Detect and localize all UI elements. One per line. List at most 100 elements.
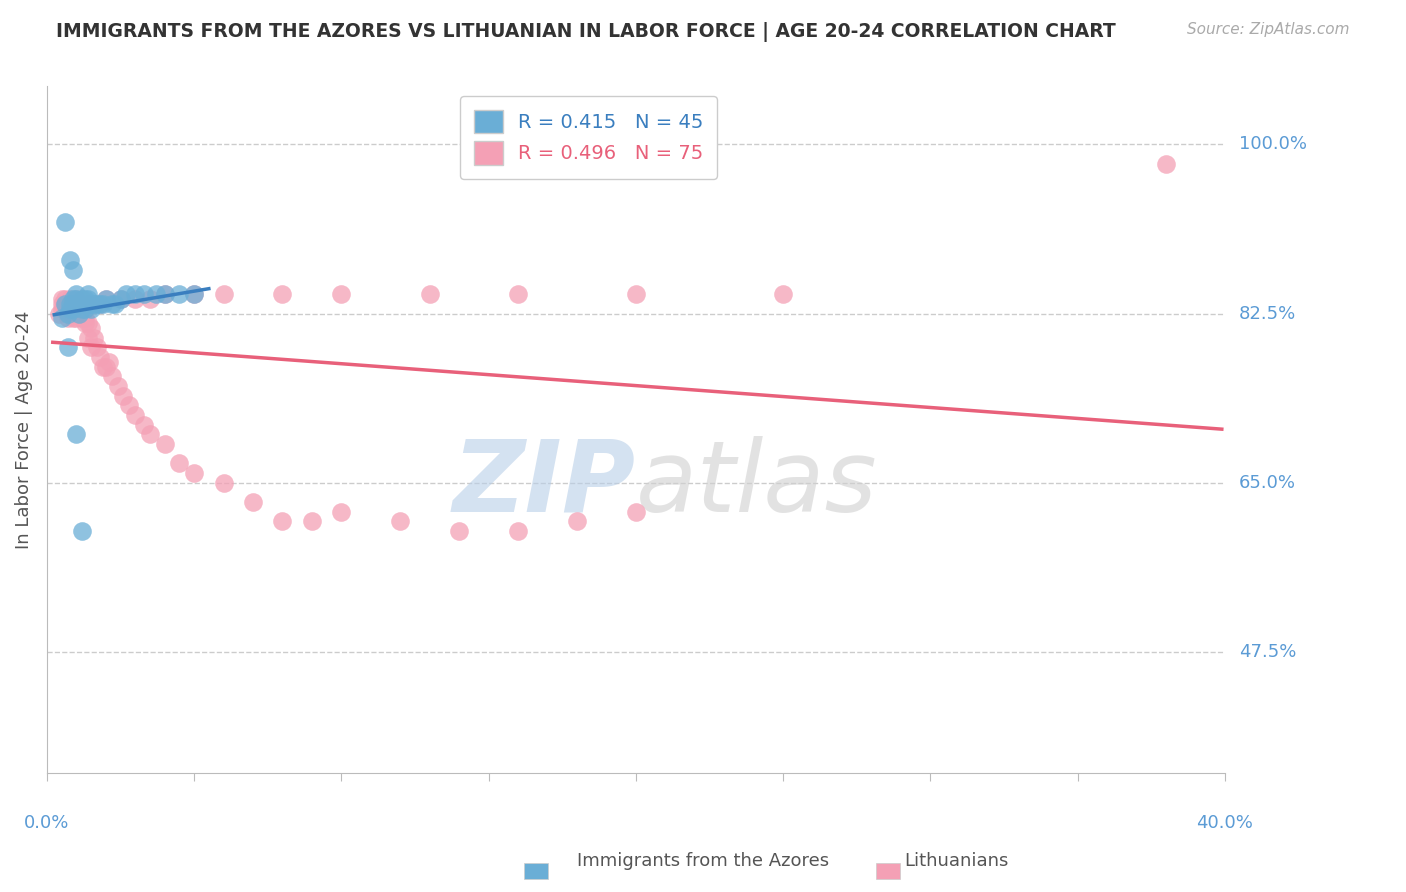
- Point: [419, 287, 441, 301]
- Point: [53, 297, 76, 311]
- Point: [624, 287, 647, 301]
- Point: [51, 311, 73, 326]
- Point: [56, 301, 79, 316]
- Text: ZIP: ZIP: [453, 436, 636, 533]
- Point: [62, 297, 84, 311]
- Point: [77, 297, 100, 311]
- Point: [62, 297, 84, 311]
- Text: 0.0%: 0.0%: [24, 814, 69, 832]
- Point: [65, 301, 87, 316]
- Point: [67, 307, 90, 321]
- Point: [139, 427, 162, 442]
- Point: [83, 331, 105, 345]
- Point: [100, 297, 122, 311]
- Point: [124, 287, 146, 301]
- Point: [94, 292, 117, 306]
- Point: [59, 297, 82, 311]
- Point: [67, 307, 90, 321]
- Point: [53, 297, 76, 311]
- Point: [89, 297, 111, 311]
- Point: [301, 515, 323, 529]
- Text: IMMIGRANTS FROM THE AZORES VS LITHUANIAN IN LABOR FORCE | AGE 20-24 CORRELATION : IMMIGRANTS FROM THE AZORES VS LITHUANIAN…: [56, 22, 1116, 42]
- Point: [56, 297, 79, 311]
- Point: [94, 359, 117, 374]
- Point: [67, 297, 90, 311]
- Point: [59, 253, 82, 268]
- Point: [75, 297, 97, 311]
- Point: [75, 311, 97, 326]
- Point: [62, 311, 84, 326]
- Point: [124, 408, 146, 422]
- Point: [97, 355, 120, 369]
- Point: [80, 321, 103, 335]
- Point: [565, 515, 588, 529]
- Point: [83, 297, 105, 311]
- Point: [183, 287, 205, 301]
- Text: Lithuanians: Lithuanians: [904, 852, 1008, 870]
- Point: [80, 301, 103, 316]
- Text: Immigrants from the Azores: Immigrants from the Azores: [576, 852, 830, 870]
- Point: [94, 292, 117, 306]
- Point: [48, 307, 70, 321]
- Point: [139, 292, 162, 306]
- Text: atlas: atlas: [636, 436, 877, 533]
- Point: [53, 301, 76, 316]
- Point: [132, 417, 155, 432]
- Point: [100, 369, 122, 384]
- Point: [65, 427, 87, 442]
- Point: [59, 297, 82, 311]
- Point: [89, 297, 111, 311]
- Point: [70, 301, 93, 316]
- Point: [65, 287, 87, 301]
- Point: [86, 297, 108, 311]
- Point: [65, 297, 87, 311]
- Point: [62, 307, 84, 321]
- Point: [62, 263, 84, 277]
- Point: [169, 287, 191, 301]
- Point: [70, 292, 93, 306]
- Point: [449, 524, 471, 538]
- Point: [115, 287, 138, 301]
- Point: [51, 297, 73, 311]
- Point: [506, 287, 529, 301]
- Point: [89, 350, 111, 364]
- Point: [56, 307, 79, 321]
- Point: [70, 292, 93, 306]
- Point: [242, 495, 264, 509]
- Point: [1154, 157, 1177, 171]
- Point: [77, 297, 100, 311]
- Point: [110, 292, 132, 306]
- Point: [59, 292, 82, 306]
- Point: [75, 301, 97, 316]
- Point: [83, 297, 105, 311]
- Point: [53, 215, 76, 229]
- Point: [70, 524, 93, 538]
- Point: [77, 331, 100, 345]
- Point: [271, 515, 294, 529]
- Point: [80, 297, 103, 311]
- Point: [62, 301, 84, 316]
- Text: 40.0%: 40.0%: [1197, 814, 1253, 832]
- Point: [132, 287, 155, 301]
- Point: [271, 287, 294, 301]
- Text: 82.5%: 82.5%: [1239, 304, 1296, 323]
- Point: [506, 524, 529, 538]
- Point: [62, 301, 84, 316]
- Point: [77, 316, 100, 330]
- Point: [183, 287, 205, 301]
- Y-axis label: In Labor Force | Age 20-24: In Labor Force | Age 20-24: [15, 310, 32, 549]
- Legend: R = 0.415   N = 45, R = 0.496   N = 75: R = 0.415 N = 45, R = 0.496 N = 75: [460, 96, 717, 178]
- Point: [118, 398, 141, 412]
- Point: [624, 505, 647, 519]
- Point: [330, 287, 353, 301]
- Point: [91, 359, 114, 374]
- Text: Source: ZipAtlas.com: Source: ZipAtlas.com: [1187, 22, 1350, 37]
- Point: [330, 505, 353, 519]
- Point: [51, 301, 73, 316]
- Point: [70, 311, 93, 326]
- Point: [183, 466, 205, 480]
- Point: [67, 297, 90, 311]
- Point: [110, 292, 132, 306]
- Text: 100.0%: 100.0%: [1239, 136, 1306, 153]
- Point: [80, 340, 103, 354]
